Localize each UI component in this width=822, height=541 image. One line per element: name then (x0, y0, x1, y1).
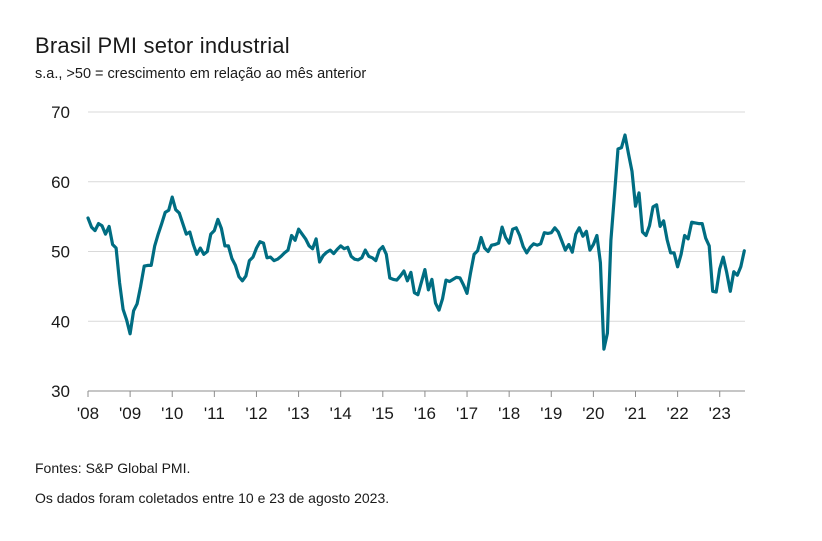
x-tick-label: '18 (498, 404, 520, 423)
x-tick-label: '22 (667, 404, 689, 423)
x-tick-label: '23 (709, 404, 731, 423)
chart-subtitle: s.a., >50 = crescimento em relação ao mê… (35, 66, 367, 82)
x-tick-label: '19 (540, 404, 562, 423)
source-note: Fontes: S&P Global PMI. (35, 460, 191, 476)
x-tick-label: '11 (204, 404, 225, 423)
y-tick-label: 30 (51, 382, 70, 401)
x-tick-label: '17 (456, 404, 478, 423)
data-collection-note: Os dados foram coletados entre 10 e 23 d… (35, 490, 390, 506)
y-tick-label: 70 (51, 103, 70, 122)
y-axis-ticks: 30 40 50 60 70 (51, 103, 70, 401)
x-tick-label: '14 (330, 404, 352, 423)
x-axis-ticks: '08 '09 '10 '11 '12 '13 '14 '15 '16 '17 '18 '19 '20 '… (77, 391, 731, 423)
x-tick-label: '09 (119, 404, 141, 423)
series-layer (86, 133, 746, 351)
y-tick-label: 60 (51, 173, 70, 192)
x-tick-label: '20 (582, 404, 604, 423)
x-tick-label: '13 (287, 404, 309, 423)
y-tick-label: 50 (51, 243, 70, 262)
x-tick-label: '15 (372, 404, 394, 423)
gridlines (88, 111, 745, 392)
x-tick-label: '16 (414, 404, 436, 423)
x-tick-label: '12 (245, 404, 267, 423)
series-line-0 (86, 133, 746, 351)
chart-title: Brasil PMI setor industrial (35, 33, 290, 58)
y-tick-label: 40 (51, 312, 70, 331)
x-tick-label: '21 (624, 404, 646, 423)
x-tick-label: '08 (77, 404, 99, 423)
x-tick-label: '10 (161, 404, 183, 423)
